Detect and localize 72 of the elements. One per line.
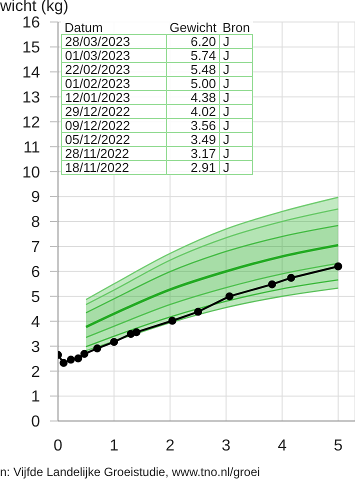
annotation: J: [219, 76, 253, 91]
point: [110, 338, 118, 346]
y-tick-label: 14: [22, 64, 40, 82]
annotation: Datum: [64, 20, 104, 35]
annotation: J: [219, 118, 253, 133]
y-tick-label: 3: [31, 338, 40, 356]
point: [194, 308, 202, 316]
annotation: 01/03/2023: [62, 48, 166, 63]
y-tick-label: 6: [31, 264, 40, 282]
annotation: 5.00: [166, 76, 220, 91]
y-tick-label: 12: [22, 114, 40, 132]
annotation: J: [219, 48, 253, 63]
annotation: 22/02/2023: [62, 62, 166, 77]
y-tick-label: 10: [22, 164, 40, 182]
text: n: Vijfde Landelijke Groeistudie, www.tno.nl/groei: [0, 465, 260, 479]
annotation: J: [219, 104, 253, 119]
annotation: 12/01/2023: [62, 90, 166, 105]
point: [334, 262, 342, 270]
x-tick-label: 5: [334, 437, 343, 454]
y-tick-label: 9: [31, 189, 40, 206]
annotation: J: [219, 132, 253, 147]
y-tick-label: 5: [31, 288, 40, 306]
annotation: 6.20: [166, 34, 220, 49]
annotation: 18/11/2022: [62, 160, 166, 175]
point: [93, 344, 102, 352]
point: [132, 328, 140, 336]
point: [80, 350, 88, 358]
x-tick-label: 4: [278, 437, 287, 454]
annotation: J: [219, 160, 253, 175]
annotation: 5.74: [166, 48, 220, 63]
point: [66, 356, 75, 364]
annotation: J: [219, 146, 253, 161]
annotation: J: [219, 90, 253, 105]
y-tick-label: 13: [22, 89, 40, 106]
line-series: [84, 244, 340, 328]
y-tick-label: 0: [31, 414, 40, 431]
y-tick-label: 4: [31, 314, 40, 331]
point: [168, 316, 176, 325]
y-tick-label: 1: [31, 388, 40, 406]
point: [287, 274, 296, 282]
annotation: 3.56: [166, 118, 220, 133]
annotation: 3.17: [166, 146, 220, 161]
y-tick-label: 7: [31, 239, 40, 256]
annotation: 29/12/2022: [62, 104, 166, 119]
annotation: 4.38: [166, 90, 220, 105]
x-tick-label: 3: [222, 437, 231, 454]
point: [268, 280, 276, 288]
point: [225, 292, 234, 300]
annotation: 09/12/2022: [62, 118, 166, 133]
annotation: 5.48: [166, 62, 220, 77]
annotation: Bron: [221, 20, 251, 35]
annotation: 28/11/2022: [62, 146, 166, 161]
annotation: 05/12/2022: [62, 132, 166, 147]
y-tick-label: 2: [31, 364, 40, 381]
x-tick-label: 2: [166, 437, 175, 454]
y-tick-label: 16: [22, 14, 40, 32]
y-tick-label: 11: [23, 139, 40, 156]
annotation: 2.91: [166, 160, 220, 175]
point: [60, 358, 68, 367]
y-tick-label: 15: [22, 40, 40, 57]
annotation: J: [219, 62, 253, 77]
line-series: [85, 224, 339, 314]
annotation: 3.49: [166, 132, 220, 147]
annotation: Gewicht: [168, 20, 218, 35]
annotation: 01/02/2023: [62, 76, 166, 91]
x-tick-label: 0: [54, 437, 63, 454]
y-tick-label: 8: [31, 214, 40, 232]
point: [74, 354, 82, 362]
annotation: 4.02: [166, 104, 220, 119]
annotation: J: [219, 34, 253, 49]
x-tick-label: 1: [110, 437, 119, 454]
annotation: 28/03/2023: [62, 34, 166, 49]
